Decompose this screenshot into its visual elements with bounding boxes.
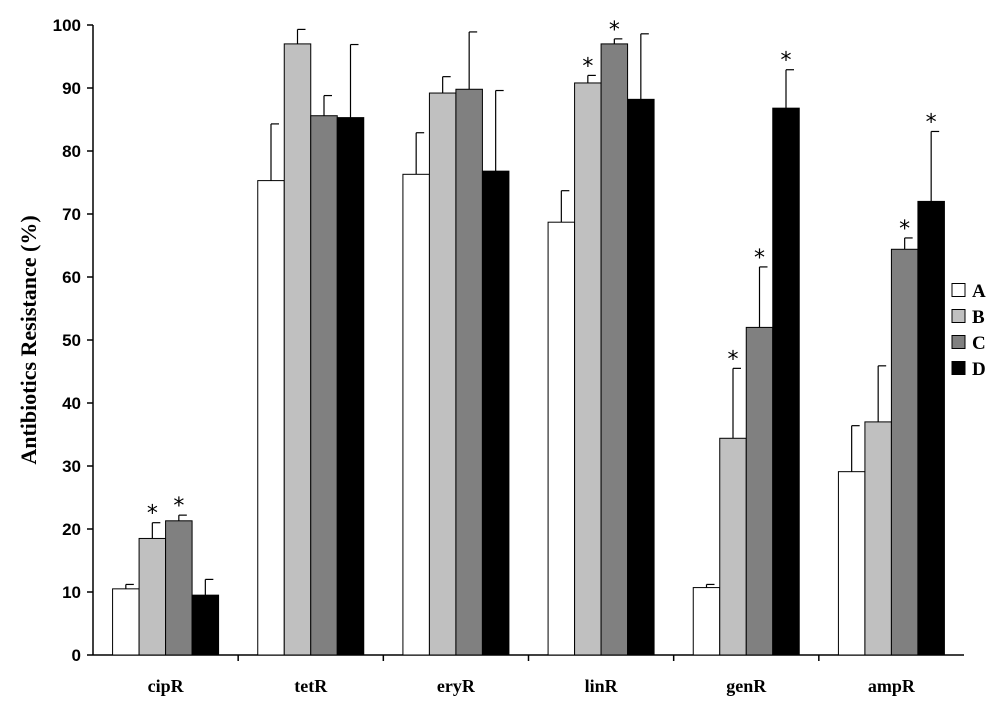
bar-D-eryR (481, 170, 510, 656)
legend-label-A: A (972, 281, 986, 302)
bar-C-genR (745, 326, 774, 656)
legend-swatch-D (951, 361, 966, 375)
y-tick-label: 20 (62, 520, 81, 539)
legend-label-B: B (972, 307, 985, 328)
y-tick-label: 50 (62, 331, 81, 350)
y-tick-label: 0 (72, 646, 81, 665)
y-tick-label: 100 (53, 16, 81, 35)
significance-marker: * (926, 110, 937, 135)
x-tick-label: linR (585, 676, 619, 696)
x-tick-label: tetR (294, 676, 328, 696)
legend-label-D: D (972, 359, 986, 380)
bar-A-eryR (402, 173, 430, 656)
significance-marker: * (147, 502, 158, 527)
y-tick-label: 10 (62, 583, 81, 602)
x-tick-label: cipR (148, 676, 185, 696)
legend-label-C: C (972, 333, 986, 354)
bar-B-eryR (428, 92, 457, 656)
bar-A-ampR (837, 471, 866, 656)
bar-C-cipR (165, 520, 193, 656)
significance-marker: * (609, 18, 620, 43)
x-tick-label: genR (726, 676, 767, 696)
bar-B-genR (719, 437, 747, 656)
legend-swatch-B (951, 309, 966, 323)
bar-B-ampR (864, 421, 892, 656)
bar-A-tetR (257, 180, 285, 656)
bar-C-eryR (455, 88, 483, 656)
bar-B-tetR (283, 43, 312, 656)
y-tick-label: 70 (62, 205, 81, 224)
bar-C-tetR (310, 115, 338, 656)
legend-swatch-A (951, 283, 966, 297)
bar-A-linR (547, 221, 576, 656)
significance-marker: * (173, 494, 184, 519)
significance-marker: * (728, 347, 739, 372)
bar-D-genR (772, 107, 800, 656)
x-tick-label: ampR (868, 676, 916, 696)
y-tick-label: 60 (62, 268, 81, 287)
significance-marker: * (582, 54, 593, 79)
bar-D-cipR (191, 594, 220, 656)
significance-marker: * (754, 246, 765, 271)
significance-marker: * (781, 49, 792, 74)
bar-A-cipR (112, 588, 140, 656)
y-axis-title: Antibiotics Resistance (%) (16, 215, 41, 464)
y-tick-label: 30 (62, 457, 81, 476)
y-tick-label: 80 (62, 142, 81, 161)
legend-swatch-C (951, 335, 966, 349)
bar-C-linR (600, 43, 629, 656)
bar-D-linR (627, 98, 655, 656)
y-tick-label: 90 (62, 79, 81, 98)
bar-B-cipR (138, 537, 167, 656)
bar-A-genR (692, 587, 721, 656)
bar-D-tetR (336, 117, 365, 656)
bar-C-ampR (890, 248, 919, 656)
significance-marker: * (899, 217, 910, 242)
y-tick-label: 40 (62, 394, 81, 413)
bar-D-ampR (917, 200, 945, 656)
x-tick-label: eryR (437, 676, 476, 696)
bar-B-linR (574, 82, 602, 656)
